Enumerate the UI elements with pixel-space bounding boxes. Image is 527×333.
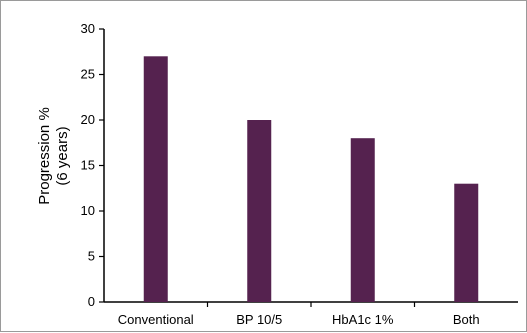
bars — [143, 56, 479, 302]
y-tick-label: 25 — [81, 67, 95, 82]
y-tick-label: 0 — [88, 294, 95, 309]
y-axis-title-line1: Progression % — [36, 107, 53, 205]
bar-hba1c-1 — [350, 138, 375, 302]
x-tick-label: HbA1c 1% — [332, 312, 394, 327]
y-tick-label: 20 — [81, 112, 95, 127]
y-tick-label: 30 — [81, 21, 95, 36]
x-tick-label: Both — [453, 312, 480, 327]
bar-both — [454, 183, 479, 302]
bar-bp-10-5 — [247, 120, 272, 302]
y-tick-label: 15 — [81, 158, 95, 173]
y-axis-title-line2: (6 years) — [54, 126, 71, 185]
y-axis: 0 5 10 15 20 25 30 — [81, 21, 105, 309]
x-tick-label: BP 10/5 — [236, 312, 282, 327]
bar-conventional — [143, 56, 168, 302]
y-tick-label: 10 — [81, 203, 95, 218]
x-axis: Conventional BP 10/5 HbA1c 1% Both — [104, 301, 518, 327]
y-tick-label: 5 — [88, 249, 95, 264]
x-tick-label: Conventional — [118, 312, 194, 327]
